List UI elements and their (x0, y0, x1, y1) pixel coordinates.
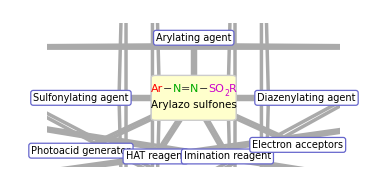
Text: Diazenylating agent: Diazenylating agent (257, 93, 356, 103)
Text: HAT reagent: HAT reagent (125, 152, 186, 161)
Text: Arylating agent: Arylating agent (156, 33, 231, 43)
Text: Imination reagent: Imination reagent (184, 152, 271, 161)
Text: SO: SO (208, 84, 224, 94)
FancyBboxPatch shape (151, 75, 236, 120)
Text: N: N (190, 84, 199, 94)
Text: −: − (163, 84, 172, 94)
Text: Sulfonylating agent: Sulfonylating agent (33, 93, 129, 103)
Text: 2: 2 (224, 89, 229, 98)
Text: Ar: Ar (151, 84, 163, 94)
Text: Photoacid generator: Photoacid generator (31, 146, 131, 156)
Text: −: − (199, 84, 208, 94)
Text: N: N (172, 84, 181, 94)
Text: R: R (229, 84, 237, 94)
Text: Arylazo sulfones: Arylazo sulfones (151, 100, 237, 110)
Text: =: = (181, 84, 190, 94)
Text: Electron acceptors: Electron acceptors (252, 140, 343, 150)
